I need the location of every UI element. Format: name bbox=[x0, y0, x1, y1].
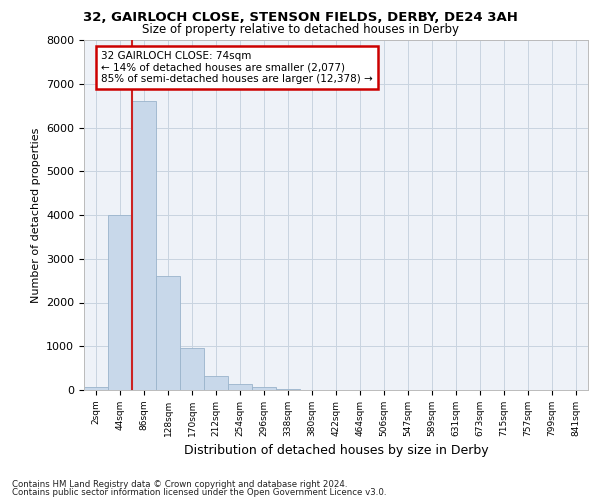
X-axis label: Distribution of detached houses by size in Derby: Distribution of detached houses by size … bbox=[184, 444, 488, 458]
Bar bbox=[228, 384, 252, 390]
Text: 32, GAIRLOCH CLOSE, STENSON FIELDS, DERBY, DE24 3AH: 32, GAIRLOCH CLOSE, STENSON FIELDS, DERB… bbox=[83, 11, 517, 24]
Bar bbox=[252, 387, 276, 390]
Bar bbox=[108, 215, 132, 390]
Bar bbox=[132, 101, 156, 390]
Text: Contains public sector information licensed under the Open Government Licence v3: Contains public sector information licen… bbox=[12, 488, 386, 497]
Bar bbox=[276, 389, 300, 390]
Bar bbox=[156, 276, 180, 390]
Bar bbox=[84, 387, 108, 390]
Bar bbox=[204, 376, 228, 390]
Y-axis label: Number of detached properties: Number of detached properties bbox=[31, 128, 41, 302]
Text: Size of property relative to detached houses in Derby: Size of property relative to detached ho… bbox=[142, 22, 458, 36]
Text: 32 GAIRLOCH CLOSE: 74sqm
← 14% of detached houses are smaller (2,077)
85% of sem: 32 GAIRLOCH CLOSE: 74sqm ← 14% of detach… bbox=[101, 51, 373, 84]
Bar bbox=[180, 348, 204, 390]
Text: Contains HM Land Registry data © Crown copyright and database right 2024.: Contains HM Land Registry data © Crown c… bbox=[12, 480, 347, 489]
